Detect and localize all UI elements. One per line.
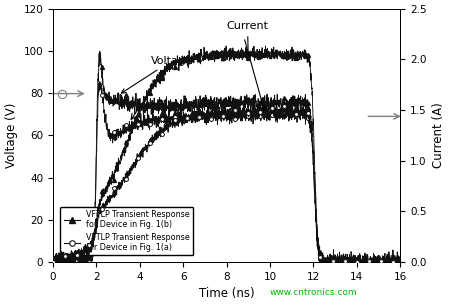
Y-axis label: Current (A): Current (A) — [432, 102, 445, 168]
Y-axis label: Voltage (V): Voltage (V) — [5, 103, 18, 168]
Text: Current: Current — [226, 21, 269, 56]
X-axis label: Time (ns): Time (ns) — [199, 287, 254, 300]
Text: Voltage: Voltage — [122, 56, 193, 93]
Text: www.cntronics.com: www.cntronics.com — [270, 288, 358, 297]
Legend: VFTLP Transient Response
for Device in Fig. 1(b), VFTLP Transient Response
for D: VFTLP Transient Response for Device in F… — [60, 207, 193, 255]
